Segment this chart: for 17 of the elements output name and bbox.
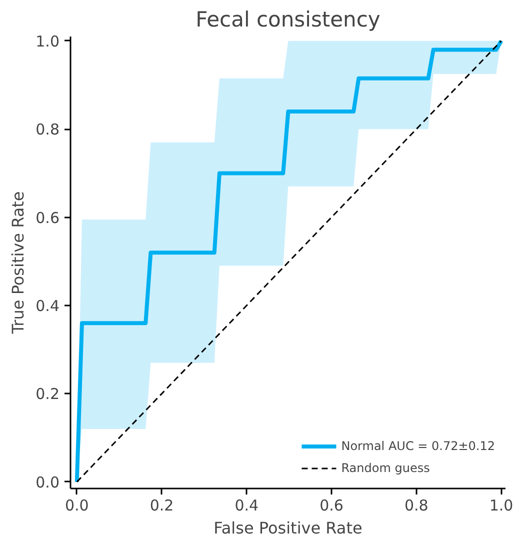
x-axis-title: False Positive Rate xyxy=(214,518,362,538)
x-tick-label: 1.0 xyxy=(489,496,514,514)
chart-title: Fecal consistency xyxy=(196,8,380,32)
y-tick-label: 0.0 xyxy=(36,473,60,492)
y-tick-label: 0.6 xyxy=(36,208,60,227)
x-tick-label: 0.6 xyxy=(320,496,344,514)
x-tick-label: 0.8 xyxy=(404,496,428,514)
y-tick-label: 0.2 xyxy=(36,385,60,404)
y-tick-label: 0.8 xyxy=(36,120,60,139)
legend-label: Random guess xyxy=(341,461,430,475)
x-tick-label: 0.2 xyxy=(150,496,174,514)
y-axis-title: True Positive Rate xyxy=(8,191,28,335)
legend-label: Normal AUC = 0.72±0.12 xyxy=(341,439,495,453)
y-tick-label: 1.0 xyxy=(36,32,60,50)
x-tick-label: 0.0 xyxy=(64,496,89,514)
x-tick-label: 0.4 xyxy=(234,496,259,514)
y-tick-label: 0.4 xyxy=(36,296,60,315)
